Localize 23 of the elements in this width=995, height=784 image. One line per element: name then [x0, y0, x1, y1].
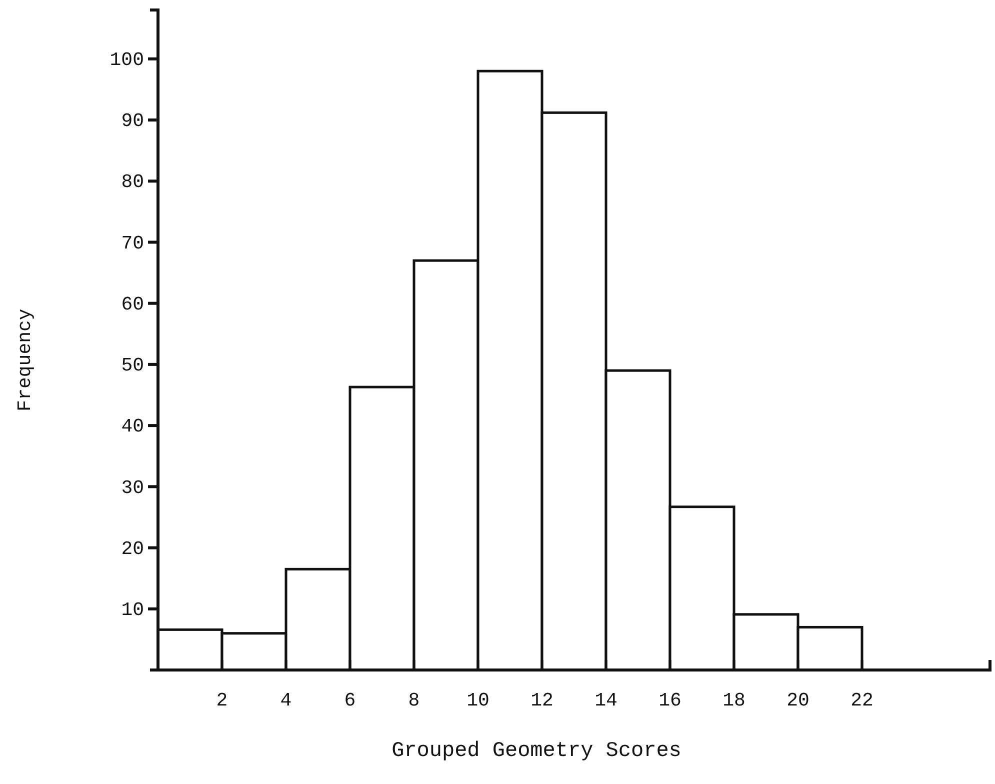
x-tick-label: 10 [466, 689, 490, 712]
y-tick-label: 90 [121, 110, 144, 132]
x-tick-label: 20 [786, 689, 810, 712]
x-tick-label: 2 [216, 689, 228, 712]
y-tick-label: 50 [121, 354, 144, 377]
x-tick-label: 4 [280, 689, 292, 712]
y-tick-label: 70 [121, 232, 144, 254]
y-tick-label: 20 [121, 538, 144, 560]
y-tick-label: 100 [110, 48, 144, 71]
x-tick-label: 22 [850, 689, 874, 712]
x-tick-label: 16 [658, 689, 682, 712]
x-axis-title: Grouped Geometry Scores [392, 740, 682, 763]
y-tick-label: 40 [121, 416, 144, 438]
x-tick-label: 12 [530, 689, 554, 712]
x-tick-label: 18 [722, 689, 746, 712]
y-tick-label: 60 [121, 293, 144, 316]
y-axis-title: Frequency [14, 308, 36, 412]
y-tick-label: 80 [121, 171, 144, 194]
y-tick-label: 10 [121, 598, 144, 621]
y-tick-label: 30 [121, 476, 144, 499]
x-tick-label: 8 [408, 689, 420, 712]
x-tick-label: 14 [594, 689, 618, 712]
x-tick-label: 6 [344, 689, 356, 712]
